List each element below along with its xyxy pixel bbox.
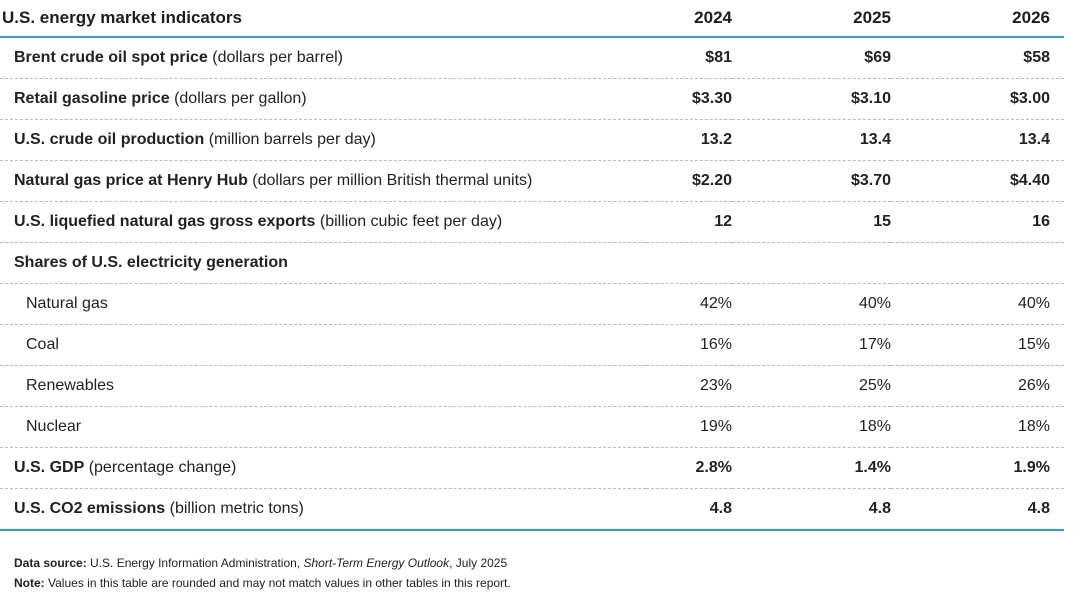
table-row: U.S. GDP (percentage change) 2.8% 1.4% 1.9%	[0, 447, 1064, 489]
row-value-2025: $3.10	[732, 78, 891, 120]
row-value-2024: $81	[646, 37, 732, 79]
row-label: Nuclear	[0, 406, 646, 448]
row-label-text: Natural gas price at Henry Hub	[14, 172, 248, 189]
row-value-2025: 15	[732, 201, 891, 243]
row-label-text: U.S. CO2 emissions	[14, 500, 166, 517]
row-label: Natural gas	[0, 283, 646, 325]
row-unit: (percentage change)	[88, 459, 237, 476]
table-row: Nuclear 19% 18% 18%	[0, 406, 1064, 448]
table-row: Coal 16% 17% 15%	[0, 324, 1064, 366]
table-row: Natural gas 42% 40% 40%	[0, 283, 1064, 325]
source-label: Data source:	[14, 556, 87, 570]
row-value-2025: $3.70	[732, 160, 891, 202]
row-value-2024: $2.20	[646, 160, 732, 202]
table-row: Retail gasoline price (dollars per gallo…	[0, 78, 1064, 120]
row-value-2024: 4.8	[646, 488, 732, 531]
row-label-text: Renewables	[26, 377, 115, 394]
note-text: Values in this table are rounded and may…	[48, 576, 511, 590]
row-label-text: Natural gas	[26, 295, 108, 312]
row-label-text: U.S. crude oil production	[14, 131, 205, 148]
row-value-2024: 13.2	[646, 119, 732, 161]
table-row: U.S. liquefied natural gas gross exports…	[0, 201, 1064, 243]
row-value-2025: $69	[732, 37, 891, 79]
table-row: Brent crude oil spot price (dollars per …	[0, 37, 1064, 79]
shares-header-row: Shares of U.S. electricity generation	[0, 242, 1064, 284]
data-source-line: Data source: U.S. Energy Information Adm…	[14, 553, 511, 573]
row-unit: (dollars per barrel)	[212, 49, 343, 66]
row-value-2025: 40%	[732, 283, 891, 325]
row-value-2026: 16	[891, 201, 1064, 243]
row-value-2025: 18%	[732, 406, 891, 448]
row-value-2024: 16%	[646, 324, 732, 366]
footnotes: Data source: U.S. Energy Information Adm…	[14, 553, 511, 593]
row-label: Brent crude oil spot price (dollars per …	[0, 37, 646, 79]
row-label-text: Nuclear	[26, 418, 82, 435]
row-value-2025: 17%	[732, 324, 891, 366]
row-unit: (billion cubic feet per day)	[319, 213, 503, 230]
shares-header: Shares of U.S. electricity generation	[0, 242, 1064, 284]
row-value-2024: 2.8%	[646, 447, 732, 489]
row-label: U.S. GDP (percentage change)	[0, 447, 646, 489]
row-value-2024: 12	[646, 201, 732, 243]
row-label: Retail gasoline price (dollars per gallo…	[0, 78, 646, 120]
row-label: Natural gas price at Henry Hub (dollars …	[0, 160, 646, 202]
row-value-2025: 13.4	[732, 119, 891, 161]
row-value-2026: 15%	[891, 324, 1064, 366]
table-title: U.S. energy market indicators	[0, 0, 646, 38]
row-label-text: Coal	[26, 336, 59, 353]
row-value-2026: 13.4	[891, 119, 1064, 161]
row-value-2026: 18%	[891, 406, 1064, 448]
year-header-2026: 2026	[891, 0, 1064, 38]
row-value-2024: 42%	[646, 283, 732, 325]
row-value-2026: $4.40	[891, 160, 1064, 202]
row-label: U.S. crude oil production (million barre…	[0, 119, 646, 161]
row-value-2024: 19%	[646, 406, 732, 448]
row-label-text: U.S. liquefied natural gas gross exports	[14, 213, 316, 230]
table-header-row: U.S. energy market indicators 2024 2025 …	[0, 0, 1064, 38]
row-label: Renewables	[0, 365, 646, 407]
source-title: Short-Term Energy Outlook	[303, 556, 450, 570]
row-value-2026: 4.8	[891, 488, 1064, 531]
row-label: Coal	[0, 324, 646, 366]
row-value-2026: 26%	[891, 365, 1064, 407]
year-header-2025: 2025	[732, 0, 891, 38]
row-label: U.S. CO2 emissions (billion metric tons)	[0, 488, 646, 531]
row-value-2026: $3.00	[891, 78, 1064, 120]
row-value-2026: 1.9%	[891, 447, 1064, 489]
note-label: Note:	[14, 576, 45, 590]
year-header-2024: 2024	[646, 0, 732, 38]
row-value-2025: 25%	[732, 365, 891, 407]
row-label-text: Brent crude oil spot price	[14, 49, 208, 66]
row-value-2025: 4.8	[732, 488, 891, 531]
row-unit: (billion metric tons)	[169, 500, 304, 517]
row-label-text: U.S. GDP	[14, 459, 85, 476]
note-line: Note: Values in this table are rounded a…	[14, 573, 511, 593]
row-unit: (dollars per gallon)	[174, 90, 307, 107]
source-text: U.S. Energy Information Administration,	[90, 556, 301, 570]
table-row: U.S. CO2 emissions (billion metric tons)…	[0, 488, 1064, 531]
table-row: U.S. crude oil production (million barre…	[0, 119, 1064, 161]
table-row: Renewables 23% 25% 26%	[0, 365, 1064, 407]
row-value-2026: $58	[891, 37, 1064, 79]
row-value-2024: $3.30	[646, 78, 732, 120]
row-label: U.S. liquefied natural gas gross exports…	[0, 201, 646, 243]
table-row: Natural gas price at Henry Hub (dollars …	[0, 160, 1064, 202]
row-unit: (million barrels per day)	[208, 131, 376, 148]
row-value-2026: 40%	[891, 283, 1064, 325]
source-date: , July 2025	[449, 556, 508, 570]
row-value-2025: 1.4%	[732, 447, 891, 489]
row-unit: (dollars per million British thermal uni…	[252, 172, 533, 189]
indicators-grid: U.S. energy market indicators 2024 2025 …	[0, 0, 1064, 531]
row-label-text: Retail gasoline price	[14, 90, 170, 107]
row-value-2024: 23%	[646, 365, 732, 407]
